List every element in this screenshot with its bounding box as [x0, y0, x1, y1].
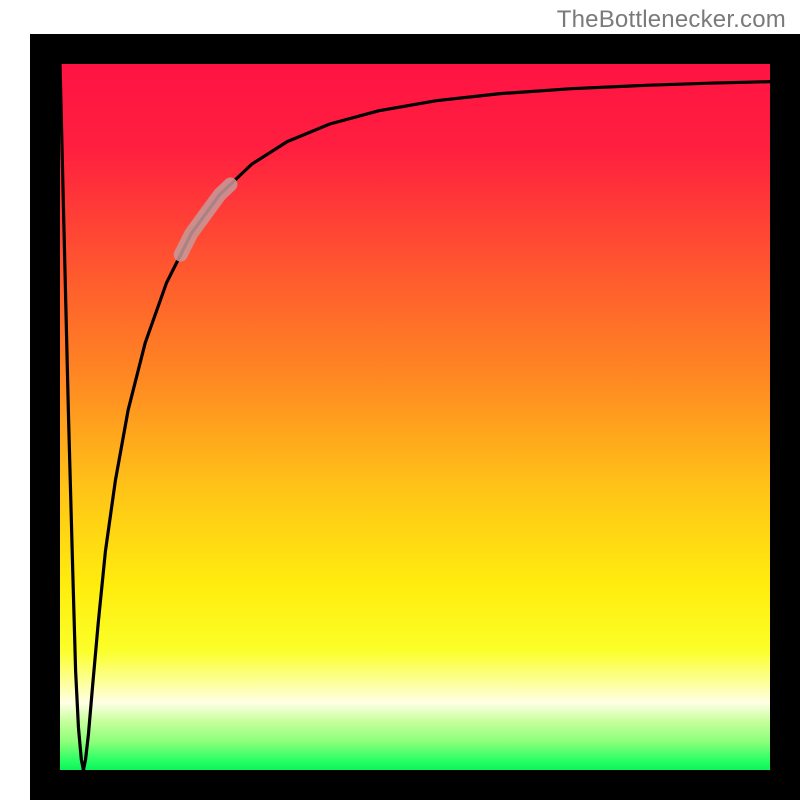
- bottleneck-curve-chart: [0, 0, 800, 800]
- gradient-background: [60, 64, 770, 770]
- watermark-text: TheBottlenecker.com: [557, 6, 786, 34]
- chart-container: TheBottlenecker.com: [0, 0, 800, 800]
